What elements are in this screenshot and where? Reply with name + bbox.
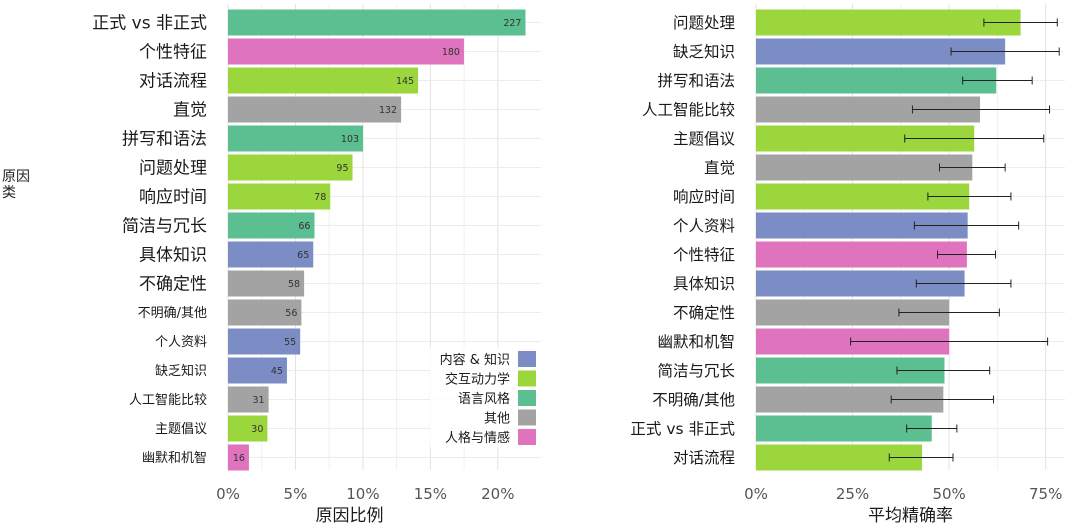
left-data-label: 65 [297, 250, 309, 261]
left-x-axis-title: 原因比例 [316, 506, 384, 526]
left-category-label: 具体知识 [139, 246, 207, 266]
left-bar [228, 38, 464, 65]
legend-swatch [518, 370, 536, 387]
left-bar [228, 328, 301, 355]
left-data-label: 95 [336, 163, 348, 174]
left-bar [228, 241, 314, 268]
left-data-label: 45 [271, 366, 283, 377]
left-bar [228, 357, 287, 384]
right-category-label: 具体知识 [673, 275, 735, 293]
left-bar [228, 9, 526, 36]
left-data-label: 30 [251, 424, 263, 435]
right-category-label: 简洁与冗长 [657, 362, 735, 380]
left-category-label: 问题处理 [139, 159, 207, 179]
left-x-tick-label: 5% [284, 485, 308, 503]
left-bar [228, 125, 364, 152]
y-axis-title-line: 原因 [2, 169, 30, 185]
right-category-label: 不确定性 [673, 304, 735, 322]
right-x-tick-label: 50% [932, 485, 965, 503]
right-x-tick-label: 25% [836, 485, 869, 503]
left-data-label: 56 [285, 308, 297, 319]
right-bar [756, 9, 1021, 36]
legend-label: 其他 [484, 412, 510, 427]
right-category-label: 响应时间 [673, 187, 735, 206]
right-category-label: 主题倡议 [673, 130, 736, 148]
y-axis-title: 原因类 [2, 169, 30, 201]
right-x-axis-title: 平均精确率 [868, 506, 953, 526]
right-bar [756, 241, 967, 268]
left-bar [228, 386, 269, 413]
left-category-label: 缺乏知识 [155, 363, 207, 379]
left-x-tick-label: 10% [346, 485, 379, 503]
right-category-label: 缺乏知识 [673, 43, 735, 61]
left-category-label: 简洁与冗长 [122, 217, 207, 237]
left-category-label: 不明确/其他 [138, 306, 207, 321]
right-x-tick-label: 0% [744, 485, 768, 503]
legend-swatch [518, 429, 536, 445]
left-category-label: 幽默和机智 [142, 450, 207, 466]
left-category-label: 正式 vs 非正式 [92, 14, 207, 34]
right-bar [756, 415, 932, 442]
right-category-label: 问题处理 [673, 14, 735, 32]
left-category-label: 人工智能比较 [129, 393, 207, 408]
left-category-label: 个人资料 [155, 335, 207, 350]
right-panel-bar-chart: 问题处理缺乏知识拼写和语法人工智能比较主题倡议直觉响应时间个人资料个性特征具体知… [630, 4, 1065, 526]
left-x-tick-label: 20% [481, 485, 514, 503]
left-bar [228, 270, 305, 297]
left-panel-bar-chart: 正式 vs 非正式个性特征对话流程直觉拼写和语法问题处理响应时间简洁与冗长具体知… [92, 4, 541, 526]
right-category-label: 拼写和语法 [657, 72, 735, 90]
right-category-label: 正式 vs 非正式 [630, 420, 735, 438]
left-category-label: 响应时间 [139, 188, 207, 208]
legend-swatch [518, 409, 536, 426]
left-data-label: 66 [298, 221, 310, 232]
left-category-label: 个性特征 [139, 43, 207, 63]
legend-swatch [518, 390, 536, 406]
left-category-label: 直觉 [173, 101, 207, 121]
legend-label: 交互动力学 [445, 372, 510, 388]
left-bar [228, 299, 302, 326]
left-category-label: 不确定性 [139, 275, 207, 295]
left-bar [228, 212, 315, 239]
left-bar [228, 154, 353, 181]
left-x-tick-label: 15% [414, 485, 447, 503]
left-bar [228, 415, 268, 442]
legend-label: 语言风格 [458, 391, 510, 407]
left-category-label: 对话流程 [139, 72, 207, 92]
left-bar [228, 183, 331, 210]
right-category-label: 人工智能比较 [642, 101, 735, 119]
left-data-label: 103 [341, 134, 359, 145]
left-bar [228, 96, 402, 123]
left-category-label: 主题倡议 [155, 422, 207, 437]
left-data-label: 16 [233, 453, 245, 464]
right-category-label: 个人资料 [673, 217, 735, 235]
left-x-tick-label: 0% [216, 485, 240, 503]
left-data-label: 145 [396, 76, 414, 87]
legend-swatch [518, 351, 536, 367]
legend-label: 内容 & 知识 [440, 352, 510, 368]
legend-label: 人格与情感 [445, 430, 510, 446]
left-data-label: 55 [284, 337, 296, 348]
right-x-tick-label: 75% [1029, 485, 1062, 503]
left-category-label: 拼写和语法 [122, 130, 207, 150]
y-axis-title-line: 类 [2, 185, 16, 201]
left-data-label: 78 [314, 192, 326, 203]
left-bar [228, 67, 419, 94]
left-bar [228, 444, 249, 471]
right-bar [756, 154, 973, 181]
right-category-label: 直觉 [704, 159, 735, 177]
right-category-label: 个性特征 [673, 246, 735, 264]
left-data-label: 227 [503, 18, 521, 29]
left-data-label: 31 [253, 395, 265, 406]
left-data-label: 132 [379, 105, 397, 116]
left-data-label: 58 [288, 279, 300, 290]
left-data-label: 180 [442, 47, 460, 58]
right-category-label: 不明确/其他 [652, 391, 735, 409]
right-bar [756, 67, 997, 94]
right-category-label: 对话流程 [673, 449, 735, 467]
right-category-label: 幽默和机智 [657, 333, 735, 351]
